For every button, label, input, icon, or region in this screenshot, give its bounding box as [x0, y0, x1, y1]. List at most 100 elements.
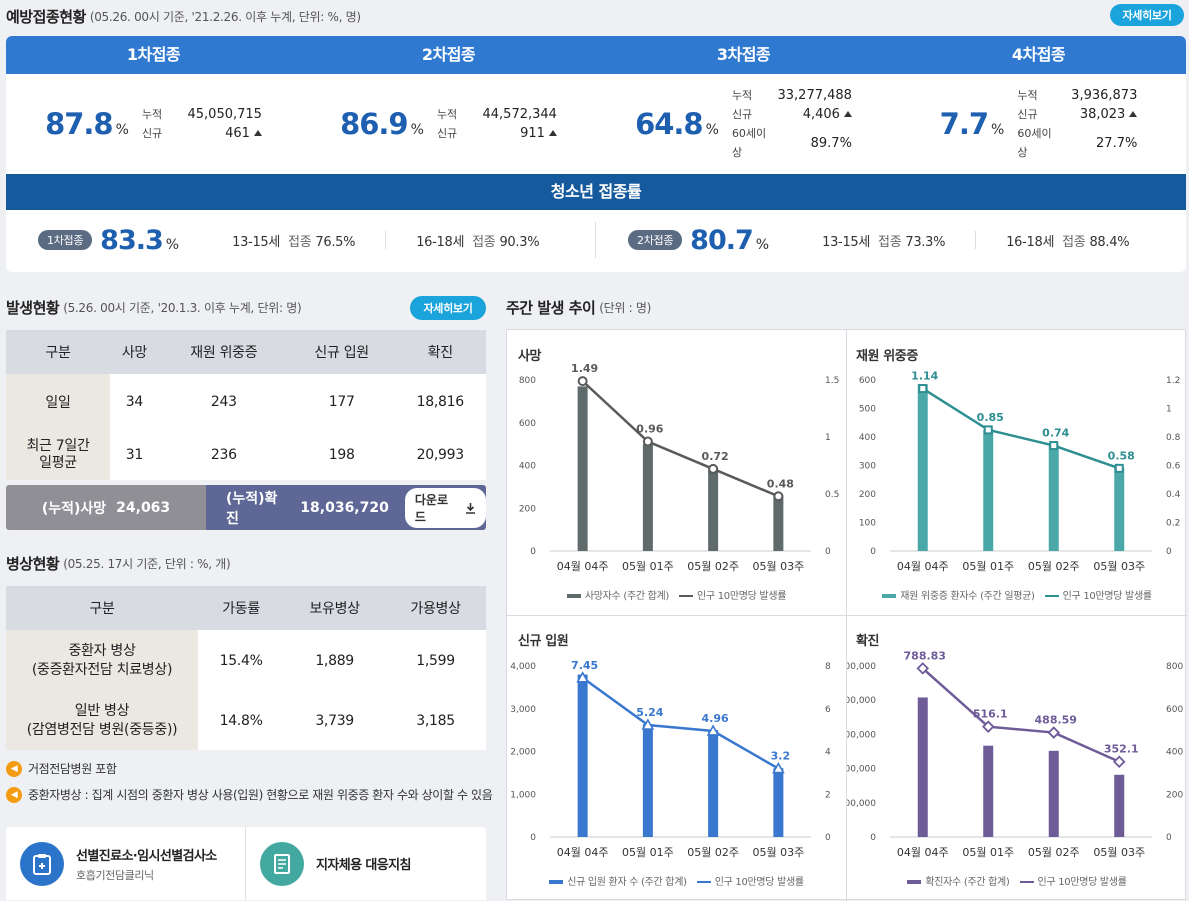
left-tick-label: 3,000 — [510, 705, 536, 715]
rate-data-label: 488.59 — [1035, 714, 1077, 727]
vaccination-detail-button[interactable]: 자세히보기 — [1110, 4, 1184, 26]
bar — [773, 768, 784, 837]
bar — [1114, 774, 1125, 837]
x-tick-label: 05월 01주 — [622, 846, 674, 859]
weekly-header: 주간 발생 추이 (단위 : 명) — [506, 296, 906, 318]
rate-point — [916, 662, 930, 675]
left-tick-label: 4,000 — [510, 662, 536, 672]
rate-point — [576, 671, 589, 683]
left-tick-label: 200 — [859, 490, 876, 500]
occurrence-header-row: 구분 사망 재원 위중증 신규 입원 확진 — [6, 330, 486, 374]
rate-line — [922, 387, 1120, 470]
rate-data-label: 0.48 — [767, 477, 794, 490]
right-tick-label: 800 — [1166, 662, 1183, 672]
left-tick-label: 600 — [859, 376, 876, 386]
right-tick-label: 1.2 — [1166, 376, 1180, 386]
beds-header: 병상현황 (05.25. 17시 기준, 단위 : %, 개) — [6, 552, 486, 574]
dose-4: 7.7% 누적 3,936,873 신규 38,023 60세이상 27.7% — [891, 74, 1186, 174]
rate-data-label: 3.2 — [771, 750, 791, 763]
bar — [983, 429, 994, 551]
rate-point — [981, 720, 995, 733]
rate-data-label: 516.1 — [973, 708, 1008, 721]
table-row: 일일 34 243 177 18,816 — [6, 374, 486, 430]
teen-tag-2: 2차접종 — [628, 230, 683, 250]
x-tick-label: 04월 04주 — [897, 846, 949, 859]
quick-links: 선별진료소·임시선별검사소 호흡기전담클리닉 지자체용 대응지침 — [6, 827, 486, 900]
x-tick-label: 05월 02주 — [1028, 560, 1080, 573]
rate-data-label: 1.14 — [911, 370, 938, 383]
bar — [577, 674, 588, 837]
bar — [1114, 467, 1125, 551]
rate-data-label: 4.96 — [702, 712, 729, 725]
bar — [708, 469, 719, 551]
rate-point — [1049, 441, 1059, 451]
rate-data-label: 5.24 — [636, 706, 663, 719]
right-tick-label: 1 — [1166, 405, 1172, 415]
teen-rate-1: 83.3% — [100, 224, 179, 256]
cumulative-death: (누적)사망 24,063 — [6, 485, 206, 530]
bar — [917, 384, 928, 551]
up-arrow-icon — [548, 130, 557, 136]
table-row: 최근 7일간 일평균 31 236 198 20,993 — [6, 430, 486, 480]
link-screening-clinic[interactable]: 선별진료소·임시선별검사소 호흡기전담클리닉 — [6, 827, 246, 900]
left-tick-label: 0 — [530, 547, 536, 557]
weekly-subtitle: (단위 : 명) — [599, 300, 652, 315]
rate-point — [1114, 463, 1124, 473]
chart-admissions: 신규 입원 0 1,000 2,000 3,000 4,000 0 2 4 6 8 04월 04주 0… — [507, 616, 846, 901]
occurrence-table-wrap: 구분 사망 재원 위중증 신규 입원 확진 일일 34 243 177 18,8… — [6, 330, 486, 480]
link-local-guideline[interactable]: 지자체용 대응지침 — [246, 827, 486, 900]
dose-body-row: 87.8% 누적 45,050,715 신규 461 86.9% 누적 44,572,… — [6, 74, 1186, 174]
left-tick-label: 300,000 — [847, 730, 876, 740]
chart-deaths: 사망 0 200 400 600 800 0 0.5 1 1.5 04월 04주 05월 01주 05… — [507, 330, 846, 615]
rate-line — [581, 676, 779, 770]
bar — [642, 724, 653, 837]
dose-header-1: 1차접종 — [126, 45, 181, 64]
right-tick-label: 0.8 — [1166, 433, 1181, 443]
chart-deaths-title: 사망 — [518, 349, 542, 364]
right-tick-label: 0 — [825, 547, 831, 557]
x-tick-label: 05월 02주 — [687, 560, 739, 573]
right-tick-label: 6 — [825, 705, 831, 715]
speaker-icon: ◀ — [6, 760, 22, 777]
left-tick-label: 600 — [519, 419, 536, 429]
vaccination-card: 1차접종 2차접종 3차접종 4차접종 87.8% 누적 45,050,715 신… — [6, 36, 1186, 272]
dose-1-stats: 누적 45,050,715 신규 461 — [141, 107, 262, 141]
vaccination-title: 예방접종현황 — [6, 7, 86, 26]
table-row: 중환자 병상 (중증환자전담 치료병상) 15.4% 1,889 1,599 — [6, 630, 486, 692]
dose-header-3: 3차접종 — [716, 45, 771, 64]
right-tick-label: 400 — [1166, 748, 1183, 758]
rate-data-label: 0.58 — [1108, 449, 1135, 462]
left-tick-label: 500,000 — [847, 662, 876, 672]
dose-3: 64.8% 누적 33,277,488 신규 4,406 60세이상 89.7% — [596, 74, 891, 174]
bar — [708, 730, 719, 837]
dose-header-2: 2차접종 — [421, 45, 476, 64]
left-tick-label: 400,000 — [847, 696, 876, 706]
dose-1: 87.8% 누적 45,050,715 신규 461 — [6, 74, 301, 174]
rate-line — [581, 380, 779, 498]
up-arrow-icon — [843, 111, 852, 117]
legend-line: 인구 10만명당 발생률 — [1044, 587, 1152, 602]
download-button[interactable]: 다운로드 — [404, 487, 486, 528]
legend-bar: 확진자수 (주간 합계) — [907, 873, 1010, 888]
x-tick-label: 05월 02주 — [687, 846, 739, 859]
beds-header-row: 구분 가동률 보유병상 가용병상 — [6, 586, 486, 630]
bar — [773, 495, 784, 551]
beds-title: 병상현황 — [6, 554, 60, 573]
x-tick-label: 05월 01주 — [622, 560, 674, 573]
teen-2-item-1: 13-15세 접종 73.3% — [822, 234, 946, 250]
occurrence-title: 발생현황 — [6, 298, 60, 317]
teen-1-item-1: 13-15세 접종 76.5% — [232, 234, 356, 250]
speaker-icon: ◀ — [6, 786, 22, 803]
chart-confirmed: 확진 0100,000200,000300,000400,000500,0000… — [847, 616, 1187, 901]
x-tick-label: 05월 03주 — [753, 560, 805, 573]
occurrence-detail-button[interactable]: 자세히보기 — [410, 296, 486, 320]
right-tick-label: 2 — [825, 790, 831, 800]
download-icon — [466, 502, 475, 514]
bar — [917, 697, 928, 837]
teen-tag-1: 1차접종 — [38, 230, 93, 250]
rate-data-label: 352.1 — [1104, 743, 1139, 756]
link-1-sub: 호흡기전담클리닉 — [76, 868, 154, 882]
beds-subtitle: (05.25. 17시 기준, 단위 : %, 개) — [63, 556, 231, 571]
weekly-panel: 사망 0 200 400 600 800 0 0.5 1 1.5 04월 04주 05월 01주 05… — [506, 329, 1187, 901]
chart-confirmed-plot: 0 100,000 200,000 300,000 400,000 500,000 0 200… — [847, 649, 1183, 859]
